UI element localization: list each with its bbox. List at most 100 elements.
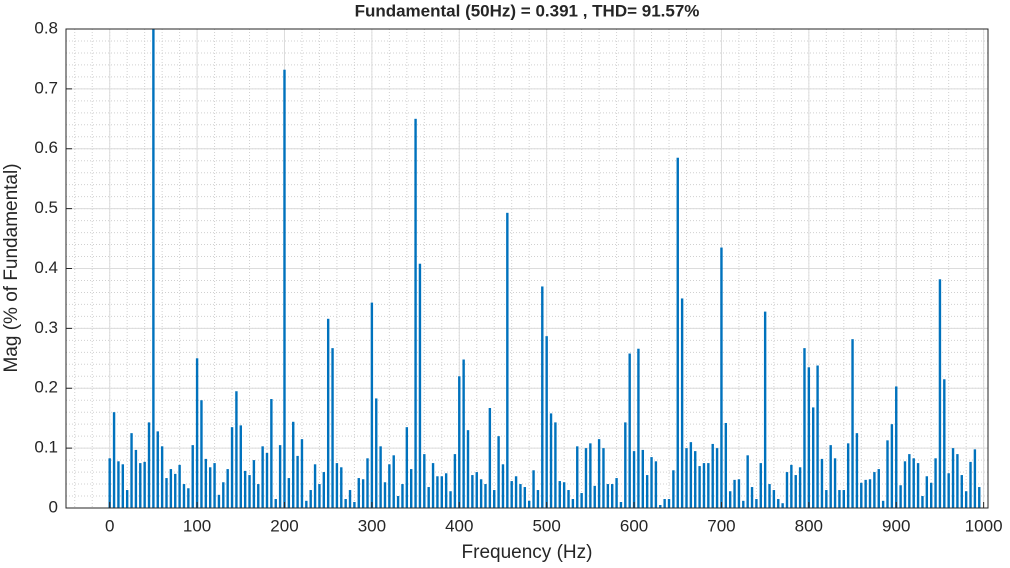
bar bbox=[938, 279, 942, 508]
x-tick-label: 800 bbox=[795, 516, 823, 535]
bar bbox=[829, 445, 832, 508]
bar bbox=[222, 482, 225, 508]
bar bbox=[768, 484, 771, 508]
bar bbox=[147, 422, 151, 508]
bar bbox=[527, 500, 531, 508]
bar bbox=[392, 455, 395, 508]
bar bbox=[584, 448, 588, 508]
ticks: 0 100 200 300 400 500 600 700 800 900 1000 0 0.1 0.2 0… bbox=[34, 18, 1002, 535]
x-tick-label: 0 bbox=[105, 516, 114, 535]
bar bbox=[860, 482, 863, 508]
bar bbox=[650, 457, 653, 508]
bar bbox=[908, 454, 911, 508]
bar bbox=[667, 499, 671, 508]
bar bbox=[257, 484, 260, 508]
bar bbox=[139, 463, 142, 508]
bar bbox=[226, 469, 229, 508]
bar bbox=[903, 461, 907, 508]
bar bbox=[379, 446, 382, 508]
bar bbox=[449, 491, 452, 508]
bar bbox=[571, 499, 575, 508]
bar bbox=[340, 467, 343, 508]
bar bbox=[611, 484, 614, 508]
bar bbox=[978, 487, 981, 508]
bar bbox=[283, 69, 286, 508]
bar bbox=[816, 365, 819, 508]
bar bbox=[169, 469, 173, 508]
bar bbox=[427, 487, 430, 508]
bar bbox=[951, 448, 955, 508]
bar bbox=[895, 386, 898, 508]
bar bbox=[243, 470, 247, 508]
y-tick-label: 0.6 bbox=[34, 138, 58, 157]
bar bbox=[624, 422, 627, 508]
bar bbox=[912, 458, 915, 508]
x-tick-label: 1000 bbox=[965, 516, 1003, 535]
bar bbox=[868, 479, 872, 508]
bar bbox=[484, 484, 487, 508]
bar bbox=[191, 445, 194, 508]
bar bbox=[182, 484, 186, 508]
bar bbox=[375, 398, 378, 508]
bar bbox=[287, 478, 291, 508]
y-tick-label: 0.3 bbox=[34, 318, 58, 337]
bar bbox=[309, 490, 312, 508]
bar bbox=[680, 298, 684, 508]
y-tick-label: 0.1 bbox=[34, 438, 58, 457]
bar bbox=[685, 448, 688, 508]
bar bbox=[261, 446, 264, 508]
bar bbox=[929, 482, 933, 508]
bar bbox=[296, 455, 299, 508]
bar bbox=[838, 490, 841, 508]
bar bbox=[200, 400, 203, 508]
bar bbox=[230, 427, 234, 508]
bar bbox=[916, 463, 920, 508]
bar bbox=[523, 487, 527, 508]
bar bbox=[108, 458, 111, 508]
bar bbox=[252, 460, 256, 508]
bar bbox=[794, 475, 797, 508]
bar bbox=[602, 448, 605, 508]
bar bbox=[160, 446, 164, 508]
bar bbox=[458, 376, 461, 508]
bar bbox=[178, 464, 181, 508]
bar bbox=[270, 399, 273, 508]
bar bbox=[746, 455, 749, 508]
bar bbox=[558, 481, 561, 508]
bar bbox=[471, 475, 474, 508]
bar bbox=[925, 476, 929, 508]
bar bbox=[436, 476, 439, 508]
bar bbox=[292, 421, 295, 508]
bar bbox=[694, 451, 697, 508]
bar bbox=[698, 466, 701, 508]
y-tick-label: 0.8 bbox=[34, 18, 58, 37]
bar bbox=[628, 353, 631, 508]
bar bbox=[798, 467, 802, 508]
bar bbox=[873, 472, 876, 508]
bar bbox=[742, 500, 745, 508]
bar bbox=[943, 379, 946, 508]
y-axis-label: Mag (% of Fundamental) bbox=[1, 163, 22, 372]
bar bbox=[921, 496, 924, 508]
bar bbox=[890, 424, 894, 508]
bar bbox=[278, 445, 282, 508]
bar bbox=[479, 479, 483, 508]
bar bbox=[597, 439, 601, 508]
bar bbox=[934, 458, 937, 508]
bar bbox=[777, 499, 780, 508]
bar bbox=[672, 470, 675, 508]
bar bbox=[733, 479, 736, 508]
bar bbox=[576, 446, 579, 508]
bar bbox=[239, 425, 242, 508]
bar bbox=[300, 439, 304, 508]
bar bbox=[663, 499, 666, 508]
bar bbox=[772, 490, 776, 508]
y-tick-label: 0.2 bbox=[34, 378, 58, 397]
bar bbox=[274, 499, 277, 508]
bar bbox=[305, 500, 308, 508]
bar bbox=[361, 479, 365, 508]
bar bbox=[440, 476, 443, 508]
bar bbox=[213, 463, 216, 508]
bar bbox=[326, 318, 330, 508]
